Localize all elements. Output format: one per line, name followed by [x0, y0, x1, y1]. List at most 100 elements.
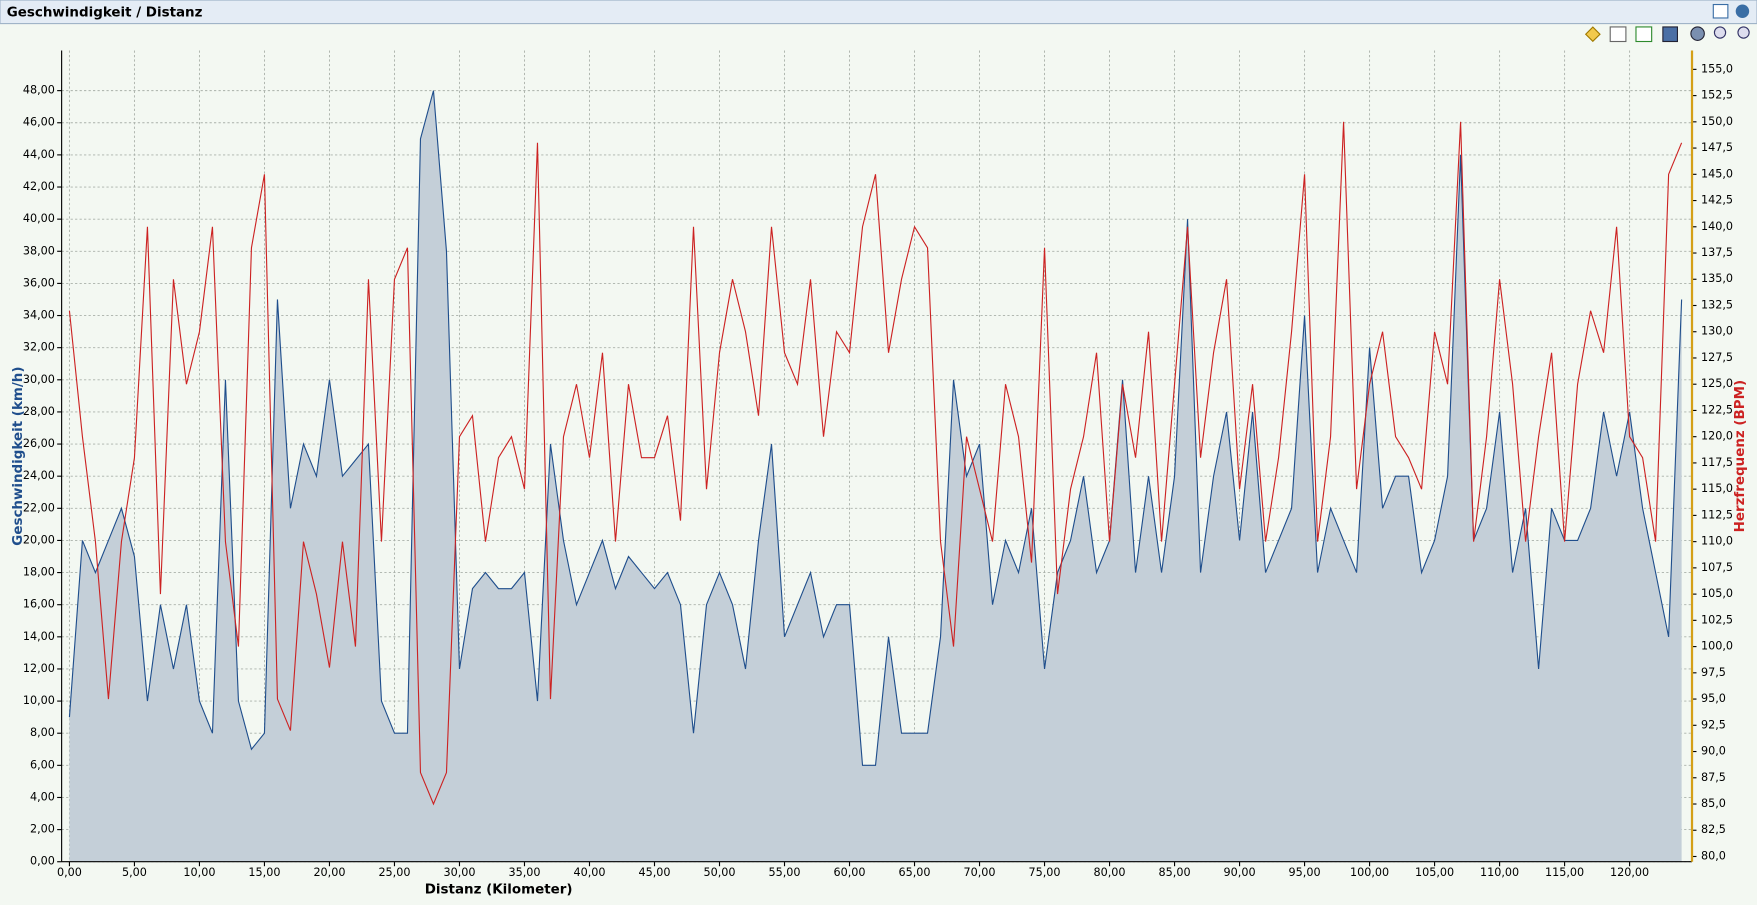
y2-tick-label: 125,0 [1701, 377, 1733, 390]
x-tick-label: 5,00 [122, 866, 147, 879]
zoom-out-tool[interactable] [1737, 26, 1750, 39]
x-tick-label: 0,00 [57, 866, 82, 879]
y-tick-label: 42,00 [23, 180, 55, 193]
y-tick-label: 14,00 [23, 630, 55, 643]
settings-tool[interactable] [1690, 26, 1705, 41]
y2-tick-label: 132,5 [1701, 298, 1733, 311]
y2-tick-label: 155,0 [1701, 62, 1733, 75]
toolbar [1584, 26, 1750, 43]
x-tick-label: 25,00 [378, 866, 410, 879]
y2-tick-label: 150,0 [1701, 115, 1733, 128]
y-tick-label: 34,00 [23, 309, 55, 322]
heart-rate-line [68, 121, 1683, 806]
x-tick-label: 35,00 [508, 866, 540, 879]
y-tick-label: 0,00 [30, 855, 55, 868]
y-tick-label: 10,00 [23, 694, 55, 707]
plot-area: 0,00 5,00 10,00 15,00 20,00 25,00 30,00 35,00 40… [23, 50, 1733, 879]
y2-tick-label: 110,0 [1701, 535, 1733, 548]
x-tick-label: 120,00 [1610, 866, 1649, 879]
y2-tick-label: 147,5 [1701, 141, 1733, 154]
y-tick-label: 6,00 [30, 758, 55, 771]
y2-tick-label: 82,5 [1701, 823, 1726, 836]
y2-tick-label: 85,0 [1701, 797, 1726, 810]
save-tool[interactable] [1662, 26, 1679, 43]
x-tick-label: 40,00 [573, 866, 605, 879]
y-tick-label: 4,00 [30, 790, 55, 803]
y-tick-label: 18,00 [23, 566, 55, 579]
x-tick-label: 15,00 [248, 866, 280, 879]
y-tick-label: 28,00 [23, 405, 55, 418]
y-tick-label: 16,00 [23, 598, 55, 611]
y-tick-label: 2,00 [30, 823, 55, 836]
y2-axis-label: Herzfrequenz (BPM) [1733, 380, 1748, 533]
y2-tick-label: 80,0 [1701, 849, 1726, 862]
x-tick-label: 65,00 [899, 866, 931, 879]
x-tick-label: 20,00 [313, 866, 345, 879]
y2-tick-label: 135,0 [1701, 272, 1733, 285]
y2-tick-label: 95,0 [1701, 692, 1726, 705]
y-tick-label: 26,00 [23, 437, 55, 450]
x-tick-label: 10,00 [183, 866, 215, 879]
x-tick-label: 60,00 [834, 866, 866, 879]
chart-title: Geschwindigkeit / Distanz [7, 5, 203, 20]
y2-tick-label: 87,5 [1701, 771, 1726, 784]
zoom-in-tool[interactable] [1713, 26, 1727, 39]
y-tick-label: 8,00 [30, 726, 55, 739]
y-tick-label: 32,00 [23, 341, 55, 354]
x-tick-label: 105,00 [1415, 866, 1454, 879]
x-tick-label: 85,00 [1159, 866, 1191, 879]
x-tick-label: 55,00 [768, 866, 800, 879]
speed-line [68, 90, 1683, 766]
y-tick-label: 36,00 [23, 276, 55, 289]
chart-tool[interactable] [1635, 26, 1653, 43]
marker-tool[interactable] [1584, 26, 1601, 43]
x-tick-label: 30,00 [443, 866, 475, 879]
y-axis-label: Geschwindigkeit (km/h) [11, 367, 26, 546]
y2-tick-label: 145,0 [1701, 167, 1733, 180]
x-tick-label: 50,00 [703, 866, 735, 879]
y2-tick-label: 120,0 [1701, 430, 1733, 443]
y-tick-label: 12,00 [23, 662, 55, 675]
title-bar [0, 0, 1757, 25]
y2-tick-label: 137,5 [1701, 246, 1733, 259]
x-tick-label: 45,00 [638, 866, 670, 879]
y2-tick-label: 127,5 [1701, 351, 1733, 364]
grid-tool[interactable] [1609, 26, 1627, 43]
y2-tick-label: 117,5 [1701, 456, 1733, 469]
x-tick-label: 100,00 [1350, 866, 1389, 879]
y-tick-label: 22,00 [23, 501, 55, 514]
y-tick-label: 30,00 [23, 373, 55, 386]
y2-tick-label: 97,5 [1701, 666, 1726, 679]
y2-tick-label: 140,0 [1701, 220, 1733, 233]
y2-tick-label: 100,0 [1701, 640, 1733, 653]
y2-tick-label: 122,5 [1701, 403, 1733, 416]
y2-tick-label: 92,5 [1701, 718, 1726, 731]
y2-tick-label: 105,0 [1701, 587, 1733, 600]
y2-tick-label: 130,0 [1701, 325, 1733, 338]
y2-tick-label: 102,5 [1701, 613, 1733, 626]
x-tick-label: 115,00 [1545, 866, 1584, 879]
x-tick-label: 95,00 [1289, 866, 1321, 879]
x-tick-label: 110,00 [1480, 866, 1519, 879]
x-tick-label: 70,00 [964, 866, 996, 879]
x-axis-label: Distanz (Kilometer) [425, 883, 573, 898]
y-tick-label: 44,00 [23, 148, 55, 161]
y-tick-label: 38,00 [23, 244, 55, 257]
y-tick-label: 20,00 [23, 533, 55, 546]
y2-tick-label: 107,5 [1701, 561, 1733, 574]
y2-tick-label: 142,5 [1701, 194, 1733, 207]
y-tick-label: 48,00 [23, 84, 55, 97]
y2-tick-label: 112,5 [1701, 508, 1733, 521]
y2-tick-label: 115,0 [1701, 482, 1733, 495]
y-tick-label: 40,00 [23, 212, 55, 225]
y2-tick-label: 90,0 [1701, 745, 1726, 758]
y-tick-label: 46,00 [23, 116, 55, 129]
x-tick-label: 75,00 [1029, 866, 1061, 879]
x-tick-label: 90,00 [1224, 866, 1256, 879]
menu-button[interactable] [1735, 4, 1750, 18]
speed-area [69, 90, 1682, 862]
layout-button[interactable] [1712, 3, 1729, 19]
y2-tick-label: 152,5 [1701, 89, 1733, 102]
x-tick-label: 80,00 [1094, 866, 1126, 879]
